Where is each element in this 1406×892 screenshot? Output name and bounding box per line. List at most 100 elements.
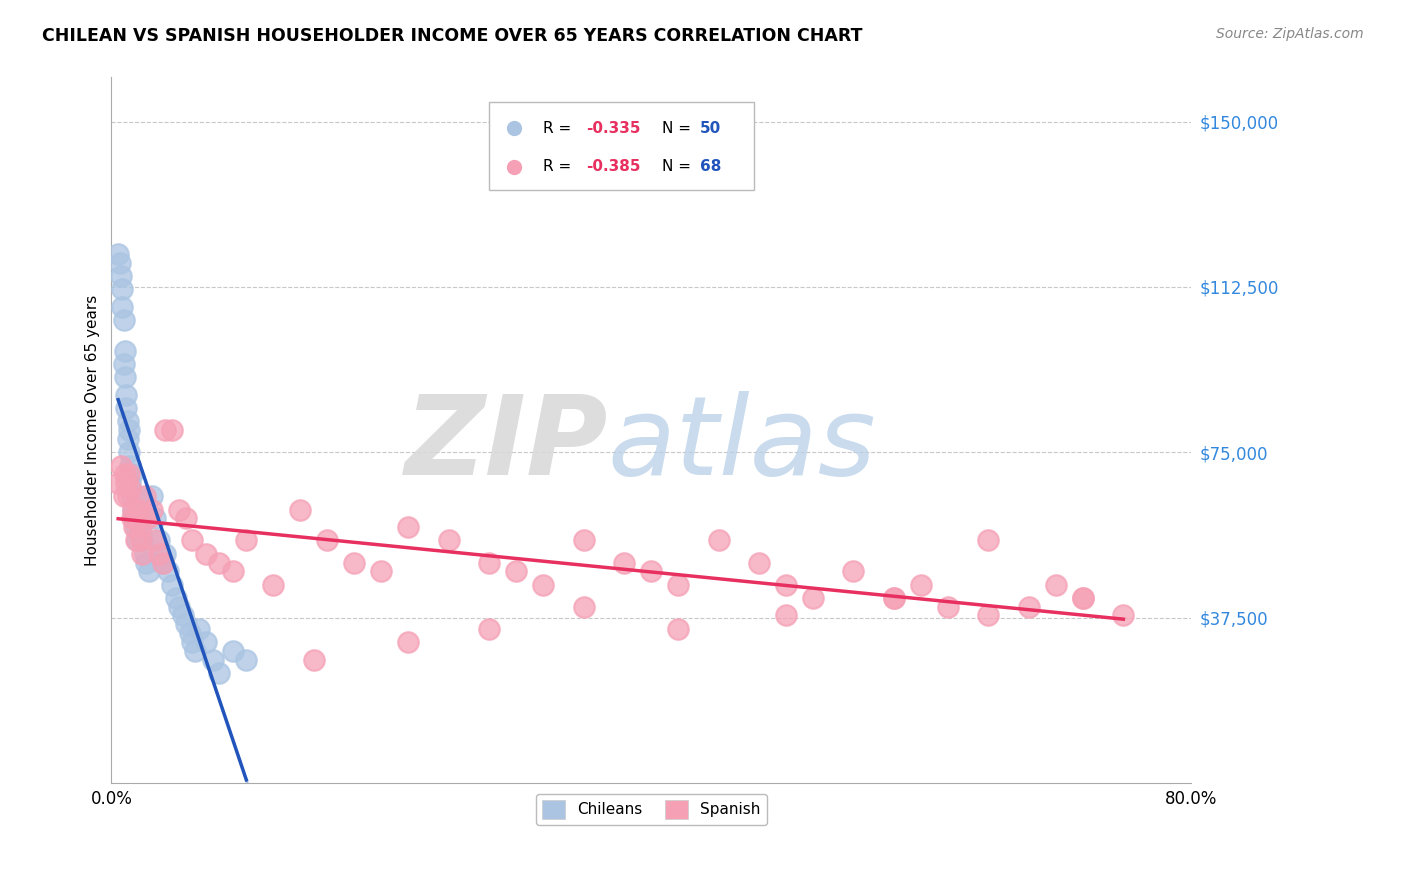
Point xyxy=(155,547,177,561)
Point xyxy=(111,282,134,296)
Point xyxy=(666,577,689,591)
Point xyxy=(120,458,142,473)
Text: R =: R = xyxy=(543,159,571,174)
Point xyxy=(977,608,1000,623)
Point xyxy=(208,665,231,680)
Point xyxy=(128,511,150,525)
Point xyxy=(201,652,224,666)
Point xyxy=(262,577,284,591)
Point xyxy=(134,547,156,561)
Point xyxy=(141,489,163,503)
Point xyxy=(125,533,148,548)
Point xyxy=(110,268,132,283)
Point xyxy=(121,511,143,525)
Point xyxy=(775,577,797,591)
Point xyxy=(115,388,138,402)
Point xyxy=(640,565,662,579)
Point xyxy=(222,644,245,658)
Point xyxy=(343,556,366,570)
Point xyxy=(148,533,170,548)
Point xyxy=(105,776,128,790)
Point xyxy=(118,423,141,437)
Point xyxy=(157,565,180,579)
Point xyxy=(125,520,148,534)
Point xyxy=(188,622,211,636)
Point xyxy=(165,591,187,605)
Point xyxy=(478,622,501,636)
Point xyxy=(121,467,143,482)
Point xyxy=(174,511,197,525)
Point xyxy=(129,533,152,548)
Point xyxy=(167,599,190,614)
Point xyxy=(124,520,146,534)
Point xyxy=(172,608,194,623)
Point xyxy=(117,489,139,503)
Point xyxy=(107,247,129,261)
Point xyxy=(181,635,204,649)
Point xyxy=(117,414,139,428)
Point xyxy=(115,401,138,416)
Text: 50: 50 xyxy=(700,121,721,136)
Point xyxy=(141,502,163,516)
Point xyxy=(122,502,145,516)
Point xyxy=(1112,608,1135,623)
Text: -0.385: -0.385 xyxy=(586,159,641,174)
Point xyxy=(136,511,159,525)
Point xyxy=(883,591,905,605)
Point xyxy=(370,565,392,579)
Point xyxy=(131,533,153,548)
Point xyxy=(235,533,257,548)
Point xyxy=(115,476,138,491)
Point xyxy=(977,533,1000,548)
Text: Source: ZipAtlas.com: Source: ZipAtlas.com xyxy=(1216,27,1364,41)
Point xyxy=(138,565,160,579)
Point xyxy=(801,591,824,605)
Point xyxy=(396,520,419,534)
Point xyxy=(181,533,204,548)
Point xyxy=(1045,577,1067,591)
Text: CHILEAN VS SPANISH HOUSEHOLDER INCOME OVER 65 YEARS CORRELATION CHART: CHILEAN VS SPANISH HOUSEHOLDER INCOME OV… xyxy=(42,27,863,45)
Point xyxy=(118,445,141,459)
Point xyxy=(112,357,135,371)
Point xyxy=(105,776,128,790)
Point xyxy=(120,481,142,495)
FancyBboxPatch shape xyxy=(489,103,754,190)
Point xyxy=(167,502,190,516)
Point xyxy=(127,489,149,503)
Text: 68: 68 xyxy=(700,159,721,174)
Point xyxy=(1018,599,1040,614)
Point xyxy=(134,489,156,503)
Point xyxy=(129,524,152,539)
Text: N =: N = xyxy=(662,159,690,174)
Point xyxy=(531,577,554,591)
Point xyxy=(179,626,201,640)
Point xyxy=(194,635,217,649)
Point xyxy=(222,565,245,579)
Point xyxy=(505,565,527,579)
Point xyxy=(148,547,170,561)
Point xyxy=(108,255,131,269)
Point xyxy=(290,502,312,516)
Point xyxy=(936,599,959,614)
Text: N =: N = xyxy=(662,121,690,136)
Point xyxy=(1071,591,1094,605)
Point xyxy=(127,502,149,516)
Point xyxy=(120,476,142,491)
Point xyxy=(748,556,770,570)
Point xyxy=(613,556,636,570)
Point xyxy=(478,556,501,570)
Point xyxy=(121,489,143,503)
Point xyxy=(112,489,135,503)
Point xyxy=(125,511,148,525)
Point xyxy=(114,467,136,482)
Point xyxy=(155,423,177,437)
Point xyxy=(124,511,146,525)
Point xyxy=(184,644,207,658)
Text: ZIP: ZIP xyxy=(405,391,607,498)
Point xyxy=(143,511,166,525)
Point xyxy=(152,556,174,570)
Point xyxy=(128,520,150,534)
Point xyxy=(666,622,689,636)
Point xyxy=(114,370,136,384)
Point xyxy=(707,533,730,548)
